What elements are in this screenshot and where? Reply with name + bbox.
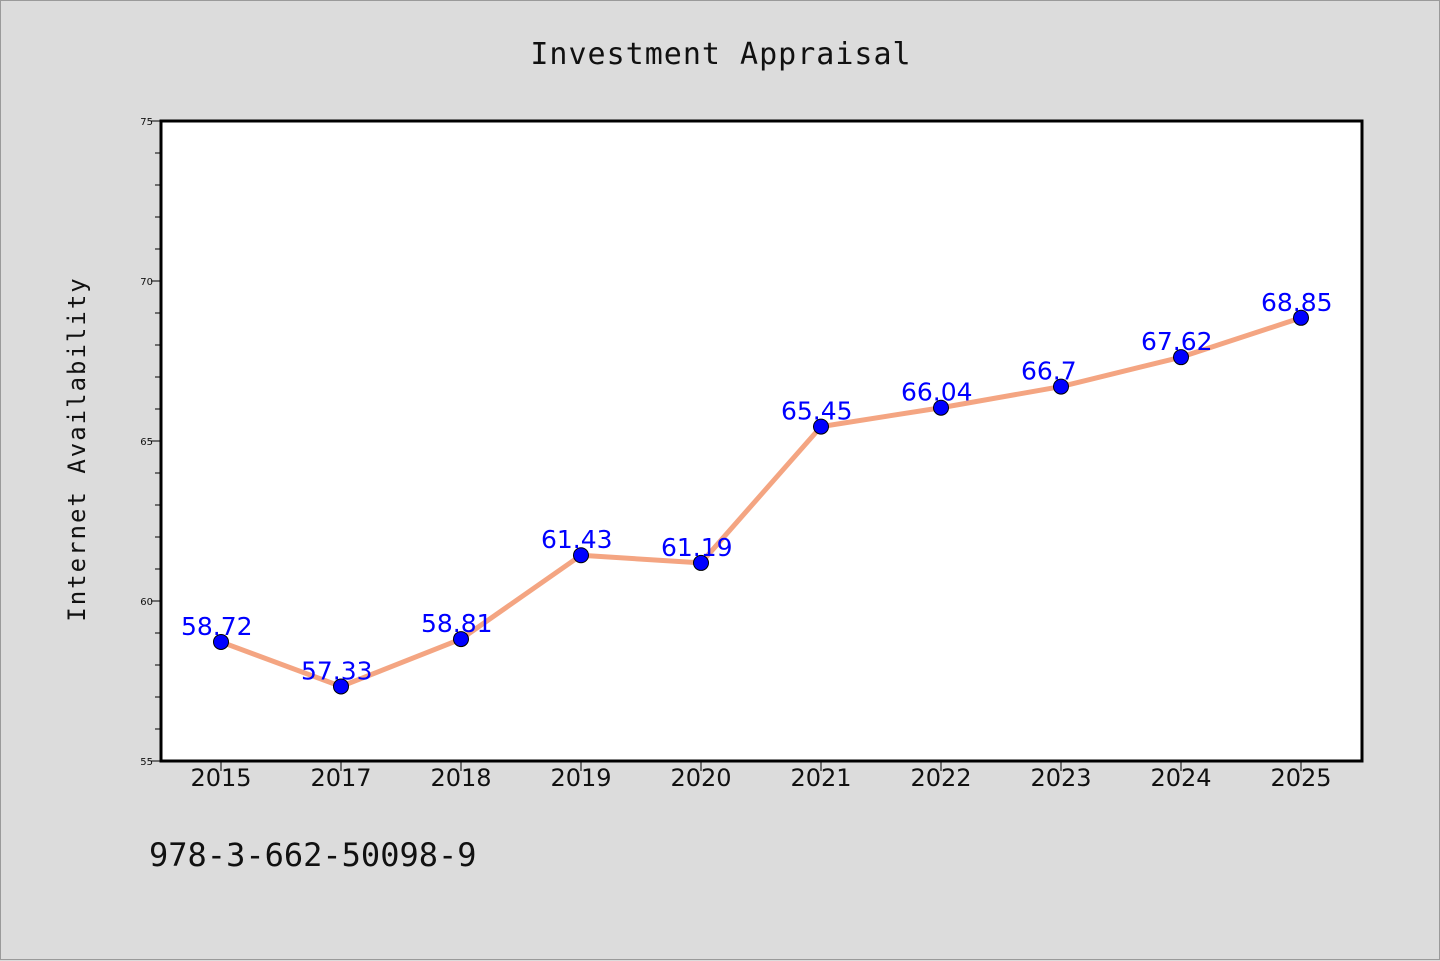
data-label: 58.81 <box>421 609 493 638</box>
x-tick-label: 2022 <box>910 764 971 792</box>
y-tick-label: 65 <box>140 437 153 448</box>
data-point-marker <box>213 633 229 650</box>
x-tick-label: 2021 <box>790 764 851 792</box>
plot-frame <box>159 119 1364 763</box>
data-label: 57.33 <box>301 656 373 685</box>
plot-area <box>161 121 1362 761</box>
data-point-marker <box>693 554 709 571</box>
x-tick-label: 2020 <box>670 764 731 792</box>
x-tick-label: 2023 <box>1030 764 1091 792</box>
data-point-marker <box>1173 349 1189 366</box>
data-label: 66.7 <box>1021 357 1077 386</box>
x-tick-label: 2019 <box>550 764 611 792</box>
x-tick-label: 2017 <box>310 764 371 792</box>
data-point-marker <box>333 678 349 695</box>
chart-title: Investment Appraisal <box>530 37 911 72</box>
data-label: 58.72 <box>181 612 253 641</box>
series-line <box>218 315 1304 689</box>
y-tick-label: 60 <box>140 597 153 608</box>
data-point-marker <box>813 418 829 435</box>
x-tick-label: 2018 <box>430 764 491 792</box>
y-tick-label: 70 <box>140 277 153 288</box>
data-label: 61.43 <box>541 525 613 554</box>
data-labels: 58.72 57.33 58.81 61.43 61.19 65.45 66.04 66.7 6… <box>181 288 1333 686</box>
series-polyline <box>218 315 1304 689</box>
series-markers <box>213 309 1309 695</box>
y-axis-label: Internet Availability <box>63 276 91 621</box>
data-label: 61.19 <box>661 533 733 562</box>
axis-ticks: 55 60 65 70 75 2015 2017 2018 2019 2020 2021 2022 20… <box>140 117 1331 792</box>
data-point-marker <box>573 547 589 564</box>
data-point-marker <box>1053 378 1069 395</box>
data-label: 65.45 <box>781 397 853 426</box>
footer-identifier: 978-3-662-50098-9 <box>149 836 477 874</box>
x-tick-label: 2024 <box>1150 764 1211 792</box>
y-tick-label: 75 <box>140 117 153 128</box>
data-point-marker <box>933 399 949 416</box>
data-label: 67.62 <box>1141 327 1213 356</box>
data-point-marker <box>453 631 469 648</box>
data-label: 66.04 <box>901 378 973 407</box>
y-tick-label: 55 <box>140 757 153 768</box>
x-tick-label: 2015 <box>190 764 251 792</box>
x-tick-label: 2025 <box>1270 764 1331 792</box>
data-label: 68.85 <box>1261 288 1333 317</box>
data-point-marker <box>1293 309 1309 326</box>
